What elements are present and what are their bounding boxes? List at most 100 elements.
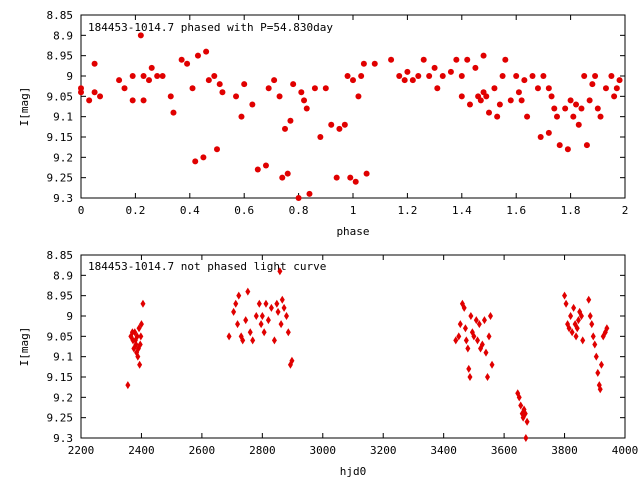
data-point (401, 77, 408, 84)
data-point (589, 320, 595, 329)
y-tick-label: 9.3 (53, 432, 73, 445)
data-point (578, 105, 585, 112)
data-point (268, 303, 274, 312)
data-point (256, 299, 262, 308)
y-tick-label: 9.05 (47, 90, 74, 103)
data-point (569, 328, 575, 337)
data-point (355, 93, 362, 100)
y-tick-label: 9 (66, 70, 73, 83)
data-point (516, 393, 522, 402)
phased-light-curve-panel: 0 0.2 0.4 0.6 0.8 1 1.2 1.4 1.6 1.8 2 8.85 8.9 8.95 9 9… (18, 9, 628, 238)
data-point (556, 142, 563, 149)
data-point (537, 134, 544, 140)
data-point (279, 295, 285, 304)
data-point (570, 113, 577, 120)
x-axis-label: hjd0 (340, 465, 367, 478)
data-point (598, 360, 604, 369)
data-point (249, 101, 256, 108)
x-tick-label: 2400 (128, 444, 155, 457)
data-point (465, 344, 471, 353)
data-point (285, 328, 291, 337)
data-point (545, 85, 552, 92)
data-point (167, 93, 174, 100)
x-tick-label: 0 (78, 204, 85, 217)
data-point (192, 158, 199, 165)
data-point (271, 336, 277, 345)
data-point (499, 73, 506, 79)
data-point (472, 64, 479, 71)
data-point (426, 73, 433, 79)
data-point (86, 97, 93, 104)
data-point (159, 73, 166, 79)
data-point (138, 320, 144, 329)
data-point (586, 97, 593, 104)
x-tick-label: 4000 (612, 444, 639, 457)
data-point (593, 352, 599, 361)
data-point (261, 328, 267, 337)
data-point (298, 89, 305, 96)
data-point (575, 316, 581, 325)
data-point (276, 93, 283, 100)
data-point (486, 109, 492, 116)
data-point (271, 77, 278, 84)
data-point (496, 101, 503, 108)
data-point (233, 93, 240, 100)
data-point (121, 85, 128, 92)
data-point (515, 89, 522, 96)
x-tick-label: 3800 (551, 444, 578, 457)
data-point (240, 336, 246, 345)
data-point (592, 340, 598, 349)
data-point (608, 73, 615, 79)
data-point (483, 93, 490, 100)
data-point (415, 73, 422, 79)
data-point (295, 195, 302, 201)
data-point (265, 316, 271, 325)
data-point (524, 113, 531, 120)
data-point (140, 97, 147, 104)
data-point (247, 328, 253, 337)
data-point (457, 320, 463, 329)
data-point (420, 56, 427, 63)
data-point (238, 113, 245, 120)
data-point (466, 101, 473, 108)
data-point (595, 368, 601, 377)
x-tick-label: 0.2 (125, 204, 145, 217)
data-point (253, 312, 259, 320)
y-axis-label: I[mag] (18, 327, 31, 367)
data-point (333, 174, 340, 181)
data-point (189, 85, 196, 92)
data-point (453, 336, 459, 345)
data-point (597, 385, 603, 394)
x-tick-label: 2200 (68, 444, 95, 457)
y-tick-label: 8.85 (47, 9, 74, 22)
data-point (594, 105, 601, 112)
data-point (277, 267, 283, 276)
data-point (604, 324, 610, 333)
y-tick-label: 9 (66, 310, 73, 323)
x-tick-label: 0.4 (180, 204, 200, 217)
data-point (434, 85, 441, 92)
data-point (306, 190, 313, 197)
data-point (140, 73, 147, 79)
data-point (125, 381, 131, 390)
data-point (431, 64, 438, 71)
data-point (476, 320, 482, 329)
x-tick-label: 2800 (249, 444, 276, 457)
data-point (571, 303, 577, 312)
y-tick-label: 9.2 (53, 151, 73, 164)
data-point (194, 52, 201, 59)
data-point (494, 113, 501, 120)
data-point (534, 85, 541, 92)
data-point (453, 56, 460, 63)
y-tick-label: 9.25 (47, 412, 74, 425)
data-point (481, 316, 487, 325)
data-point (587, 312, 593, 320)
y-tick-label: 9.25 (47, 172, 74, 185)
data-point (464, 56, 471, 63)
data-point (468, 312, 474, 320)
data-point (317, 134, 324, 140)
data-point (129, 73, 136, 79)
data-point (484, 373, 490, 381)
data-point (78, 89, 84, 96)
data-point (137, 32, 144, 39)
